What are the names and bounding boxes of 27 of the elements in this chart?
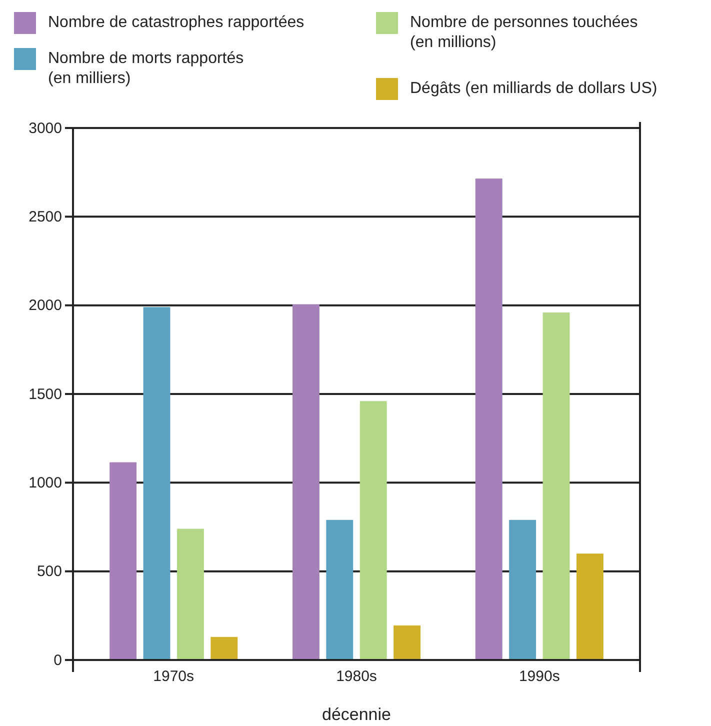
- bar: [475, 178, 502, 660]
- y-tick-label: 2000: [28, 297, 62, 314]
- y-tick-label: 500: [36, 563, 62, 580]
- legend-label: Nombre de catastrophes rapportées: [48, 14, 304, 31]
- bar: [509, 520, 536, 660]
- x-tick-label: 1990s: [518, 668, 560, 685]
- bar: [542, 312, 570, 660]
- bar: [292, 304, 320, 660]
- legend-label: Nombre de personnes touchées (en millions): [410, 14, 638, 51]
- bar: [394, 625, 421, 660]
- y-tick-label: 1000: [28, 474, 62, 492]
- bar: [110, 462, 137, 660]
- x-tick-label: 1980s: [336, 668, 377, 685]
- y-tick-label: 3000: [28, 120, 62, 137]
- x-tick-label: 1970s: [153, 668, 194, 685]
- legend-label: Dégâts (en milliards de dollars US): [410, 80, 658, 97]
- bar: [360, 401, 387, 660]
- x-axis-title: décennie: [322, 705, 392, 724]
- y-tick-label: 0: [54, 652, 62, 669]
- bar: [576, 554, 604, 660]
- legend-label: Nombre de morts rapportés (en milliers): [48, 50, 244, 87]
- bar: [210, 636, 238, 660]
- bar: [143, 307, 170, 660]
- bar: [176, 528, 204, 660]
- y-tick-label: 2500: [28, 208, 62, 226]
- y-tick-label: 1500: [28, 386, 62, 403]
- bar: [326, 520, 354, 660]
